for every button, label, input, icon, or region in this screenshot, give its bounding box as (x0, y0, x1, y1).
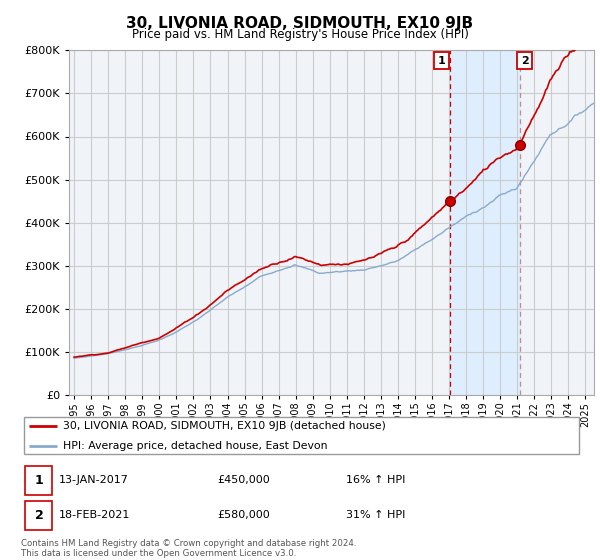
Text: 2: 2 (521, 55, 529, 66)
FancyBboxPatch shape (25, 465, 52, 495)
Text: 31% ↑ HPI: 31% ↑ HPI (346, 510, 406, 520)
Text: 2: 2 (35, 508, 43, 522)
Text: 18-FEB-2021: 18-FEB-2021 (59, 510, 131, 520)
Text: £450,000: £450,000 (217, 475, 270, 485)
Bar (450, 50, 520, 395)
Text: £580,000: £580,000 (217, 510, 270, 520)
FancyBboxPatch shape (25, 501, 52, 530)
Text: 1: 1 (35, 474, 43, 487)
Text: 16% ↑ HPI: 16% ↑ HPI (346, 475, 406, 485)
Text: 30, LIVONIA ROAD, SIDMOUTH, EX10 9JB: 30, LIVONIA ROAD, SIDMOUTH, EX10 9JB (127, 16, 473, 31)
Text: 30, LIVONIA ROAD, SIDMOUTH, EX10 9JB (detached house): 30, LIVONIA ROAD, SIDMOUTH, EX10 9JB (de… (63, 421, 386, 431)
FancyBboxPatch shape (24, 417, 579, 454)
Text: 13-JAN-2017: 13-JAN-2017 (59, 475, 129, 485)
Text: Contains HM Land Registry data © Crown copyright and database right 2024.
This d: Contains HM Land Registry data © Crown c… (21, 539, 356, 558)
Text: 1: 1 (437, 55, 445, 66)
Text: Price paid vs. HM Land Registry's House Price Index (HPI): Price paid vs. HM Land Registry's House … (131, 28, 469, 41)
Text: HPI: Average price, detached house, East Devon: HPI: Average price, detached house, East… (63, 441, 328, 451)
